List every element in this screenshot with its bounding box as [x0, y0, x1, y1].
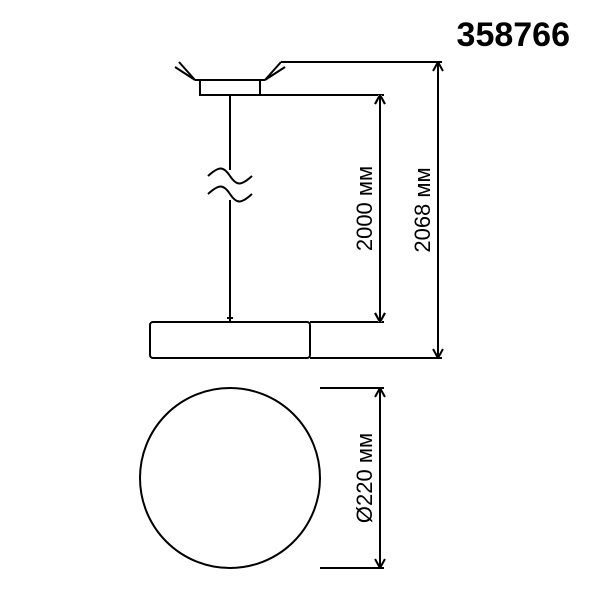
dim-total-height: 2068 мм — [410, 167, 435, 252]
dim-cable-length: 2000 мм — [352, 166, 377, 251]
product-sku: 358766 — [457, 16, 570, 54]
ceiling-mount — [200, 80, 260, 95]
lamp-shade-plan — [140, 388, 320, 568]
dim-diameter: Ø220 мм — [352, 433, 377, 523]
lamp-shade-side — [150, 322, 310, 358]
